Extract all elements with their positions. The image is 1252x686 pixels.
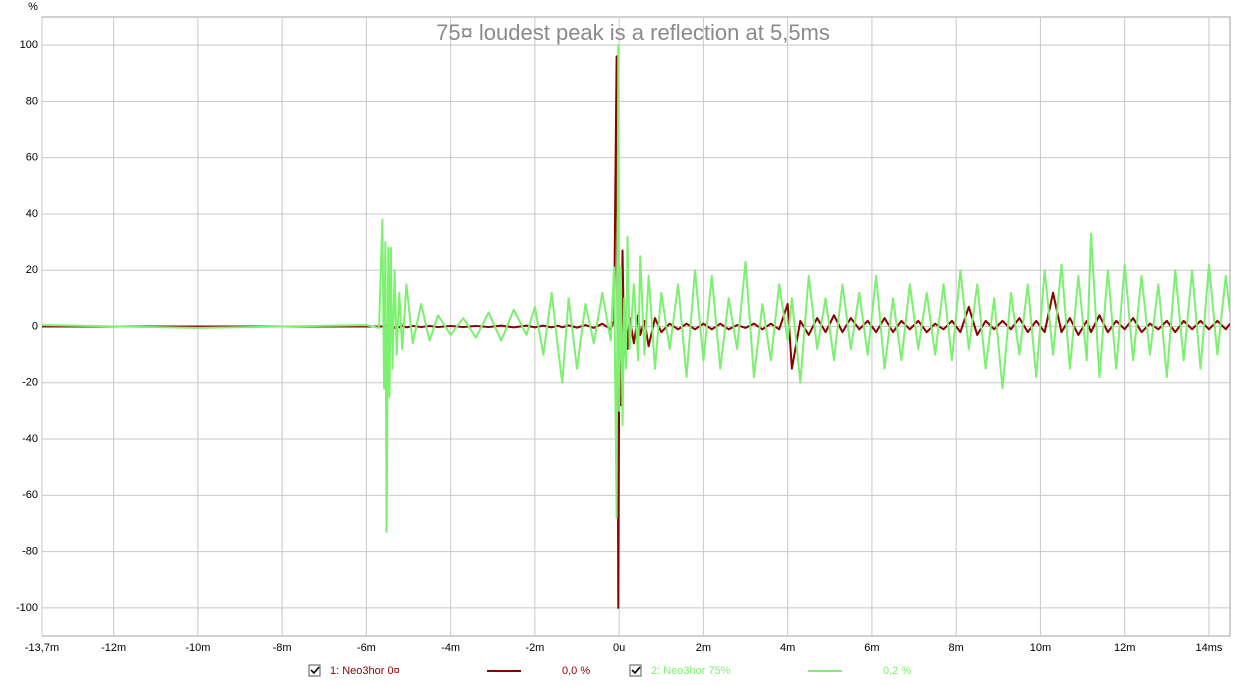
x-tick-label: 4m <box>780 642 795 654</box>
y-tick-label: 40 <box>26 208 38 220</box>
y-tick-label: 0 <box>32 320 38 332</box>
y-tick-label: 60 <box>26 152 38 164</box>
x-tick-label: -12m <box>101 642 126 654</box>
y-tick-label: -100 <box>16 602 38 614</box>
checkbox[interactable] <box>629 664 642 677</box>
y-tick-label: 80 <box>26 95 38 107</box>
x-tick-label: 10m <box>1030 642 1051 654</box>
x-tick-label: -2m <box>525 642 544 654</box>
legend-value: 0,0 % <box>562 665 590 677</box>
x-tick-label: -8m <box>273 642 292 654</box>
legend-value: 0,2 % <box>883 665 911 677</box>
checkmark <box>310 666 320 675</box>
checkbox[interactable] <box>308 664 321 677</box>
x-tick-label: 2m <box>696 642 711 654</box>
y-tick-label: -60 <box>22 489 38 501</box>
x-tick-label: 0u <box>613 642 625 654</box>
legend-label: 2: Neo3hor 75% <box>651 665 731 677</box>
x-tick-label: 12m <box>1114 642 1135 654</box>
y-tick-label: -40 <box>22 433 38 445</box>
series-line <box>42 44 1230 533</box>
legend-label: 1: Neo3hor 0¤ <box>330 665 400 677</box>
x-tick-label: 8m <box>949 642 964 654</box>
x-tick-label: 6m <box>864 642 879 654</box>
y-axis-label: % <box>28 1 38 13</box>
x-tick-label: -10m <box>185 642 210 654</box>
x-tick-label: -6m <box>357 642 376 654</box>
series-line <box>42 55 1230 609</box>
x-tick-label: 14ms <box>1195 642 1222 654</box>
y-tick-label: -80 <box>22 545 38 557</box>
y-tick-label: 100 <box>20 39 38 51</box>
y-tick-label: -20 <box>22 377 38 389</box>
x-tick-label: -13,7m <box>25 642 59 654</box>
legend <box>308 664 642 677</box>
checkmark <box>631 666 641 675</box>
y-tick-label: 20 <box>26 264 38 276</box>
x-tick-label: -4m <box>441 642 460 654</box>
chart-title: 75¤ loudest peak is a reflection at 5,5m… <box>436 20 830 45</box>
